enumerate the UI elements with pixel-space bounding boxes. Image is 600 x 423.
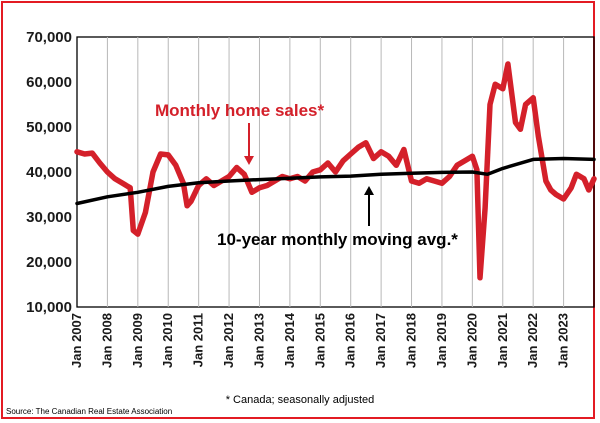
x-tick-label: Jan 2022 (525, 313, 540, 368)
x-tick-label: Jan 2011 (191, 313, 206, 367)
sales-series-label: Monthly home sales* (155, 101, 324, 120)
x-tick-label: Jan 2018 (404, 313, 419, 368)
footnote: * Canada; seasonally adjusted (225, 394, 375, 406)
x-tick-label: Jan 2019 (434, 313, 449, 368)
average-arrow-head (364, 186, 374, 195)
y-tick-label: 70,000 (26, 29, 72, 46)
x-tick-label: Jan 2021 (495, 313, 510, 368)
x-tick-label: Jan 2008 (99, 313, 114, 368)
average-series-label: 10-year monthly moving avg.* (217, 230, 458, 249)
y-axis: 70,000 60,000 50,000 40,000 30,000 20,000 10,0… (26, 29, 72, 316)
x-tick-label: Jan 2012 (221, 313, 236, 368)
x-tick-label: Jan 2007 (69, 313, 84, 368)
x-tick-label: Jan 2013 (251, 313, 266, 368)
y-tick-label: 50,000 (26, 119, 72, 136)
series-lines (74, 61, 597, 281)
x-tick-label: Jan 2014 (282, 312, 297, 368)
y-tick-label: 10,000 (26, 299, 72, 316)
source-note: Source: The Canadian Real Estate Associa… (6, 407, 173, 416)
x-tick-label: Jan 2017 (373, 313, 388, 368)
average-series-line (75, 156, 596, 206)
y-tick-label: 30,000 (26, 209, 72, 226)
x-tick-label: Jan 2009 (130, 313, 145, 368)
x-tick-label: Jan 2020 (464, 313, 479, 368)
y-tick-label: 40,000 (26, 164, 72, 181)
x-tick-label: Jan 2023 (556, 313, 571, 368)
annotations: Monthly home sales* 10-year monthly movi… (155, 101, 458, 249)
x-axis: Jan 2007 Jan 2008 Jan 2009 Jan 2010 Jan 2011… (69, 312, 571, 368)
y-tick-label: 20,000 (26, 254, 72, 271)
plot-area (76, 36, 595, 308)
x-tick-label: Jan 2015 (312, 313, 327, 368)
y-tick-label: 60,000 (26, 74, 72, 91)
x-tick-label: Jan 2010 (160, 313, 175, 368)
sales-arrow-head (244, 156, 254, 165)
x-tick-label: Jan 2016 (343, 313, 358, 368)
sales-series-line (74, 61, 597, 281)
